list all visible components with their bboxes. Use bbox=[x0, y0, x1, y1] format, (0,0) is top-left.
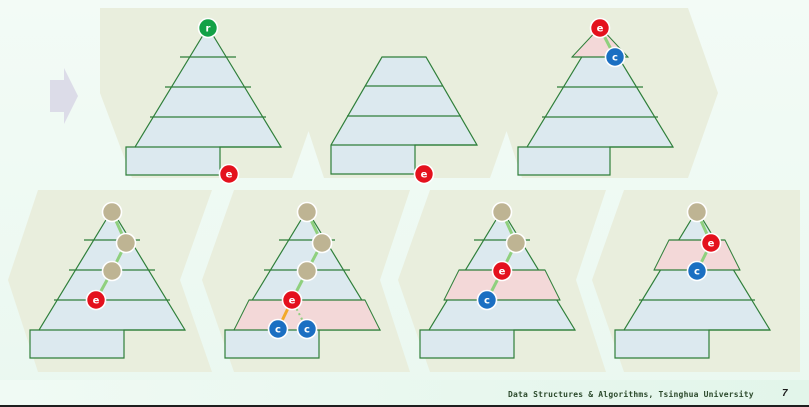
b3-c bbox=[476, 289, 498, 311]
b4-e-label: e bbox=[708, 239, 715, 250]
b1-node-3 bbox=[101, 260, 123, 282]
t1-root-label: r bbox=[206, 24, 211, 35]
b3-c-label: c bbox=[484, 296, 490, 307]
b1-node-1 bbox=[101, 201, 123, 223]
t2-e bbox=[413, 163, 435, 185]
entry-arrow bbox=[50, 68, 78, 124]
b2-c-1 bbox=[267, 318, 289, 340]
t3-c-label: c bbox=[612, 53, 618, 64]
b2-e-label: e bbox=[289, 296, 296, 307]
t3-e bbox=[589, 17, 611, 39]
b4-c bbox=[686, 260, 708, 282]
t3-c bbox=[604, 46, 626, 68]
b1-e-label: e bbox=[93, 296, 100, 307]
t3-e-label: e bbox=[597, 24, 604, 35]
b4-c-label: c bbox=[694, 267, 700, 278]
b3-e-label: e bbox=[499, 267, 506, 278]
b2-c-2-label: c bbox=[304, 325, 310, 336]
b2-node-3 bbox=[296, 260, 318, 282]
b4-node-1 bbox=[686, 201, 708, 223]
b2-c-1-label: c bbox=[275, 325, 281, 336]
t1-e bbox=[218, 163, 240, 185]
b2-node-2 bbox=[311, 232, 333, 254]
b2-node-1 bbox=[296, 201, 318, 223]
page-number: 7 bbox=[782, 388, 788, 399]
b3-node-1 bbox=[491, 201, 513, 223]
b1-node-2 bbox=[115, 232, 137, 254]
b2-e bbox=[281, 289, 303, 311]
b3-e bbox=[491, 260, 513, 282]
t2-e-label: e bbox=[421, 170, 428, 181]
bottom-line bbox=[0, 405, 809, 407]
t1-root bbox=[197, 17, 219, 39]
b2-c-2 bbox=[296, 318, 318, 340]
b3-node-2 bbox=[505, 232, 527, 254]
b1-e bbox=[85, 289, 107, 311]
b4-e bbox=[700, 232, 722, 254]
footer-bar bbox=[0, 380, 809, 407]
t1-e-label: e bbox=[226, 170, 233, 181]
footer-text: Data Structures & Algorithms, Tsinghua U… bbox=[508, 390, 754, 399]
